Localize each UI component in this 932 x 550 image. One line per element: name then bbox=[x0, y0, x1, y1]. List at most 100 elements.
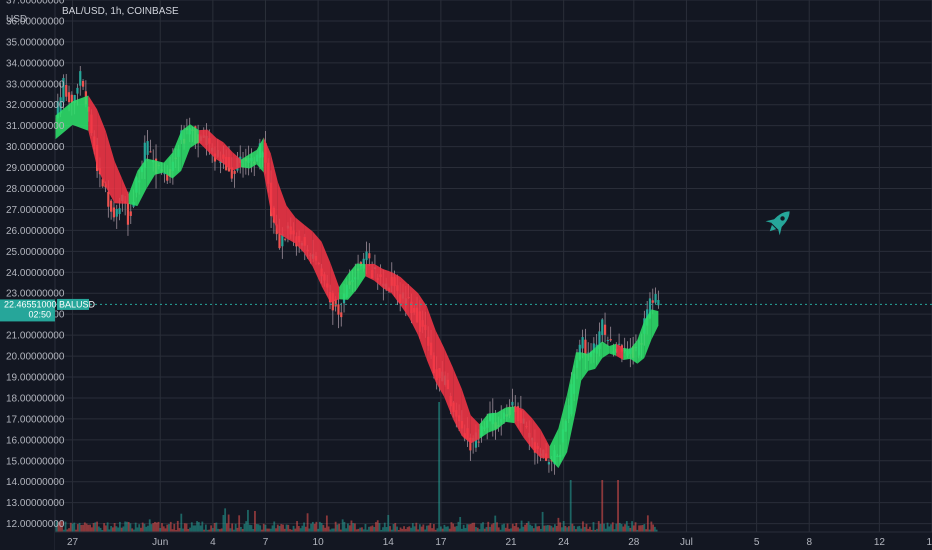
candle-body bbox=[469, 437, 472, 451]
y-tick-label: 30.00000000 bbox=[6, 142, 65, 153]
volume-bar bbox=[127, 522, 130, 532]
volume-bar bbox=[403, 526, 405, 532]
volume-bar bbox=[429, 523, 432, 532]
candle-body bbox=[129, 211, 132, 216]
price-axis[interactable]: 37.00000000 36.00000000 35.00000000 34.0000… bbox=[0, 0, 65, 550]
ribbon-segment bbox=[365, 263, 375, 281]
candle-body bbox=[163, 172, 166, 175]
volume-bar bbox=[646, 515, 649, 532]
volume-bar bbox=[89, 524, 91, 532]
volume-bar bbox=[329, 529, 332, 532]
volume-bar bbox=[434, 529, 437, 532]
ribbon-segment bbox=[391, 272, 401, 306]
volume-bar bbox=[204, 524, 207, 532]
candle-body bbox=[284, 238, 287, 240]
volume-bar bbox=[327, 526, 330, 532]
ribbon-segment bbox=[435, 330, 445, 398]
candle-body bbox=[233, 170, 236, 174]
volume-bar bbox=[543, 525, 546, 532]
ribbon-segment bbox=[540, 429, 550, 459]
volume-bar bbox=[55, 521, 58, 532]
volume-bar bbox=[334, 521, 337, 532]
time-axis[interactable]: 27 Jun 4 7 10 14 17 21 24 28 Jul 5 8 12 15 bbox=[55, 531, 932, 550]
ribbon-segment bbox=[146, 158, 155, 190]
volume-bar bbox=[396, 526, 398, 532]
volume-bar bbox=[482, 522, 484, 532]
candle-body bbox=[65, 84, 68, 97]
volume-bar bbox=[233, 529, 235, 532]
candle-body bbox=[648, 298, 652, 319]
volume-bar bbox=[101, 529, 104, 532]
ribbon-segment bbox=[409, 285, 419, 336]
x-tick-label: 28 bbox=[628, 537, 640, 548]
volume-bar bbox=[376, 520, 379, 532]
candle-body bbox=[149, 151, 152, 153]
ribbon-segment bbox=[263, 137, 271, 212]
volume-bar bbox=[597, 521, 600, 532]
y-tick-label: 21.00000000 bbox=[6, 331, 65, 342]
volume-bar bbox=[220, 528, 223, 532]
volume-bar bbox=[124, 521, 127, 532]
volume-bar bbox=[413, 526, 416, 532]
volume-bar bbox=[362, 529, 365, 532]
candle-body bbox=[547, 462, 551, 465]
ribbon-segment bbox=[277, 181, 287, 239]
volume-bar bbox=[182, 528, 184, 532]
volume-bar bbox=[496, 522, 498, 532]
candle-body bbox=[340, 312, 343, 318]
volume-bar bbox=[603, 523, 605, 532]
volume-bar bbox=[604, 528, 607, 532]
volume-bar bbox=[154, 521, 156, 532]
volume-bar bbox=[199, 525, 202, 532]
volume-bar bbox=[532, 528, 535, 532]
volume-bar bbox=[357, 528, 360, 532]
y-tick-label: 35.00000000 bbox=[6, 37, 65, 48]
volume-bar bbox=[620, 524, 623, 532]
volume-bar bbox=[297, 526, 300, 532]
volume-bar bbox=[340, 529, 342, 532]
ribbon-segment bbox=[595, 341, 603, 369]
volume-bar bbox=[96, 521, 98, 532]
volume-bar bbox=[448, 528, 451, 532]
ribbon-segment bbox=[488, 412, 498, 433]
volume-bar bbox=[450, 522, 453, 532]
volume-bar bbox=[631, 521, 633, 532]
ribbon-segment bbox=[382, 269, 392, 294]
ribbon-segment bbox=[514, 406, 524, 438]
volume-bar bbox=[271, 525, 274, 532]
volume-bar bbox=[134, 522, 137, 532]
volume-bar bbox=[234, 523, 237, 532]
candle-body bbox=[81, 80, 85, 87]
ribbon-segment bbox=[461, 389, 471, 444]
candle-body bbox=[511, 401, 514, 406]
volume-bar bbox=[361, 527, 363, 532]
volume-bar bbox=[397, 529, 400, 532]
x-tick-label: 12 bbox=[874, 537, 886, 548]
candle-body bbox=[368, 253, 371, 259]
ribbon-segment bbox=[644, 309, 652, 359]
candle-body bbox=[651, 300, 654, 303]
volume-bar bbox=[611, 522, 614, 532]
volume-bar bbox=[155, 522, 158, 532]
volume-bar bbox=[145, 526, 148, 532]
candle-body bbox=[110, 200, 113, 212]
volume-bar bbox=[117, 527, 120, 532]
volume-bar bbox=[564, 525, 567, 532]
ribbon-segment bbox=[347, 263, 357, 300]
candle-body bbox=[609, 339, 612, 341]
volume-bar bbox=[324, 527, 327, 532]
volume-bar bbox=[462, 524, 465, 532]
volume-bar bbox=[348, 525, 351, 532]
ribbon-segment bbox=[105, 131, 115, 204]
volume-bar bbox=[445, 526, 448, 532]
volume-bar bbox=[290, 529, 293, 532]
volume-bar bbox=[299, 528, 302, 532]
volume-bar bbox=[82, 524, 84, 532]
volume-bar bbox=[247, 509, 249, 532]
volume-bar bbox=[585, 523, 588, 532]
price-tag-price: 22.46551000 bbox=[4, 299, 57, 309]
volume-bar bbox=[176, 520, 179, 532]
volume-bar bbox=[438, 402, 441, 532]
